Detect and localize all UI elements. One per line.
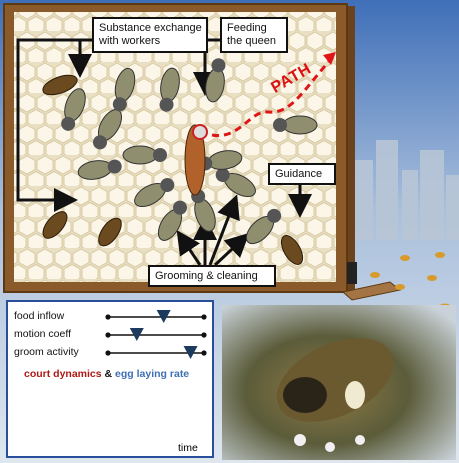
- chart-legend: court dynamics & egg laying rate: [24, 368, 189, 380]
- slider-knob: [129, 328, 144, 341]
- feeding-queen-label: Feeding the queen: [220, 17, 288, 53]
- grooming-label: Grooming & cleaning: [148, 265, 276, 287]
- control-label: groom activity: [14, 346, 79, 358]
- substance-exchange-text: Substance exchange with workers: [99, 22, 202, 47]
- slider-end-dot: [201, 350, 207, 356]
- bee-photo-subject: [276, 338, 394, 452]
- queen-path: [211, 59, 332, 137]
- legend-egg-laying: egg laying rate: [115, 368, 190, 380]
- control-slider[interactable]: [8, 309, 212, 325]
- control-label: food inflow: [14, 310, 65, 322]
- substance-exchange-label: Substance exchange with workers: [92, 17, 208, 53]
- path-arrowhead: [323, 52, 336, 65]
- slider-knob: [183, 346, 198, 359]
- grooming-arrow-4: [213, 232, 250, 267]
- queen-bee: [184, 124, 208, 196]
- slider-end-dot: [105, 332, 111, 338]
- guidance-text: Guidance: [275, 168, 323, 180]
- legend-court-dynamics: court dynamics: [24, 368, 102, 380]
- grooming-text: Grooming & cleaning: [155, 270, 258, 282]
- substance-exchange-loop-arrow: [16, 38, 92, 212]
- model-panel: food inflow motion coeff groom activity co…: [6, 300, 214, 458]
- grooming-arrow-1: [176, 230, 202, 266]
- guidance-label: Guidance: [268, 163, 336, 185]
- legend-amp: &: [104, 368, 113, 380]
- slider-end-dot: [201, 332, 207, 338]
- chart-x-label: time: [178, 442, 198, 454]
- slider-knob: [156, 310, 171, 323]
- slider-end-dot: [201, 314, 207, 320]
- city-skyline: [355, 140, 459, 240]
- control-slider[interactable]: [8, 345, 212, 361]
- slider-end-dot: [105, 350, 111, 356]
- feeding-queen-text: Feeding the queen: [227, 22, 276, 47]
- photo-workers: [42, 74, 304, 265]
- control-label: motion coeff: [14, 328, 72, 340]
- court-workers: [61, 58, 318, 245]
- hive-entrance: [347, 262, 357, 284]
- slider-end-dot: [105, 314, 111, 320]
- grooming-arrow-3: [208, 194, 240, 266]
- control-slider[interactable]: [8, 327, 212, 343]
